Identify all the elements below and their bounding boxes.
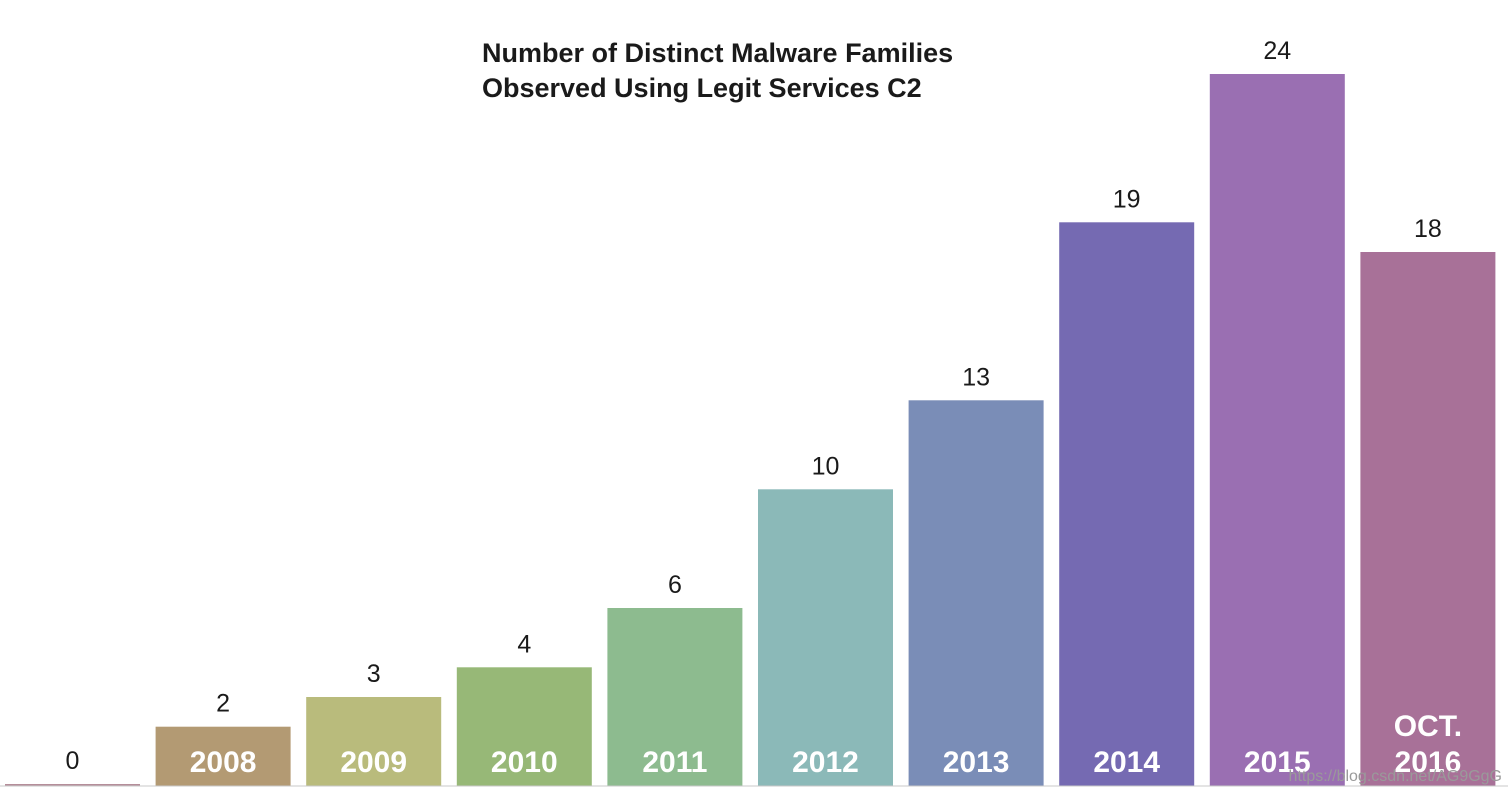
- category-label-5: 2012: [792, 746, 859, 779]
- category-label-8: 2015: [1244, 746, 1311, 779]
- value-label-9: 18: [1414, 215, 1442, 243]
- value-label-6: 13: [962, 363, 990, 391]
- bar-5: [758, 489, 893, 786]
- chart-title-line-1: Number of Distinct Malware Families: [482, 38, 953, 68]
- bar-7: [1059, 222, 1195, 787]
- value-label-5: 10: [812, 452, 840, 480]
- bar-9: [1360, 252, 1496, 786]
- bar-group: 0 2 2008 3 2009 4 2010 6 2011 10 2012 13 2013 19 2014 2…: [5, 37, 1496, 787]
- watermark: https://blog.csdn.net/AG9GgG: [1289, 768, 1502, 785]
- bar-0: [5, 784, 140, 786]
- value-label-4: 6: [668, 571, 682, 599]
- value-label-3: 4: [517, 630, 531, 658]
- value-label-7: 19: [1113, 185, 1141, 213]
- category-label-7: 2014: [1093, 746, 1160, 779]
- bar-3: [456, 667, 592, 786]
- category-label-6: 2013: [943, 746, 1010, 779]
- category-label-3: 2010: [491, 746, 558, 779]
- value-label-8: 24: [1263, 37, 1291, 65]
- category-label-1: 2008: [190, 746, 257, 779]
- chart-title: Number of Distinct Malware Families Obse…: [482, 38, 961, 103]
- category-label-9: OCT. 2016: [1394, 710, 1462, 779]
- value-label-1: 2: [216, 690, 230, 718]
- bar-6: [908, 400, 1044, 786]
- value-label-2: 3: [367, 660, 381, 688]
- category-label-4: 2011: [642, 746, 707, 779]
- chart-title-line-2: Observed Using Legit Services C2: [482, 73, 922, 103]
- bar-8: [1209, 74, 1345, 786]
- bar-1: [155, 726, 291, 786]
- bar-2: [306, 697, 442, 786]
- value-label-0: 0: [66, 747, 80, 775]
- bar-4: [607, 608, 743, 786]
- category-label-2: 2009: [340, 746, 407, 779]
